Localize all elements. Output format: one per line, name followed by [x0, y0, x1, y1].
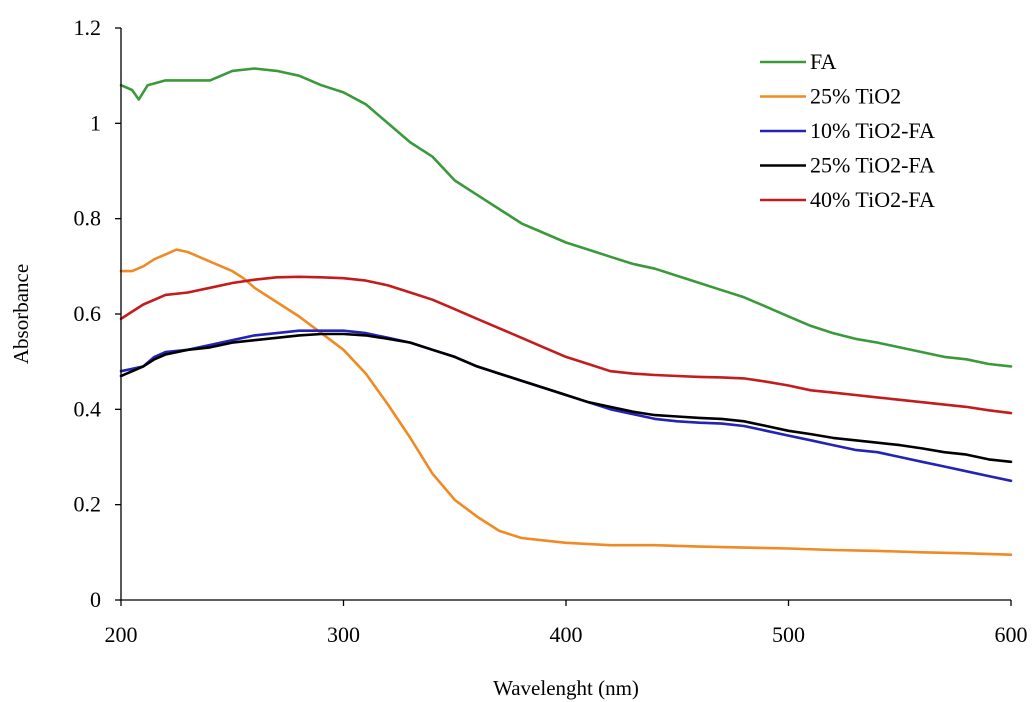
y-tick-label: 1 — [90, 110, 101, 135]
y-tick-label: 1.2 — [74, 15, 102, 40]
series-line-1 — [119, 248, 1013, 556]
legend-label: 40% TiO2-FA — [810, 187, 935, 212]
y-tick-label: 0 — [90, 587, 101, 612]
legend-item: 25% TiO2 — [760, 84, 901, 109]
y-axis-title: Absorbance — [9, 264, 33, 364]
ticks-layer: 0 0.2 0.4 0.6 0.8 1 1.2 200 300 400 500 600 — [74, 15, 1028, 647]
y-tick-label: 0.6 — [74, 301, 102, 326]
legend-label: 10% TiO2-FA — [810, 118, 935, 143]
legend-label: 25% TiO2 — [810, 84, 901, 109]
series-line-2 — [119, 329, 1013, 483]
legend-item: 40% TiO2-FA — [760, 187, 935, 212]
x-tick-label: 600 — [995, 622, 1028, 647]
series-line-0 — [119, 67, 1013, 368]
x-tick-label: 200 — [105, 622, 138, 647]
series-line-4 — [119, 275, 1013, 415]
legend-item: 25% TiO2-FA — [760, 153, 935, 178]
legend-item: FA — [760, 49, 837, 74]
y-tick-label: 0.2 — [74, 492, 102, 517]
x-axis-title: Wavelenght (nm) — [493, 676, 639, 700]
axes-layer — [120, 28, 1011, 601]
y-tick-label: 0.8 — [74, 206, 102, 231]
legend-label: FA — [810, 49, 837, 74]
y-tick-label: 0.4 — [74, 396, 102, 421]
x-tick-label: 500 — [772, 622, 805, 647]
legend: FA 25% TiO2 10% TiO2-FA 25% TiO2-FA 40% TiO2… — [760, 49, 935, 212]
legend-label: 25% TiO2-FA — [810, 153, 935, 178]
series-layer — [119, 67, 1013, 556]
x-tick-label: 400 — [550, 622, 583, 647]
x-tick-label: 300 — [327, 622, 360, 647]
legend-item: 10% TiO2-FA — [760, 118, 935, 143]
series-line-3 — [119, 332, 1013, 464]
